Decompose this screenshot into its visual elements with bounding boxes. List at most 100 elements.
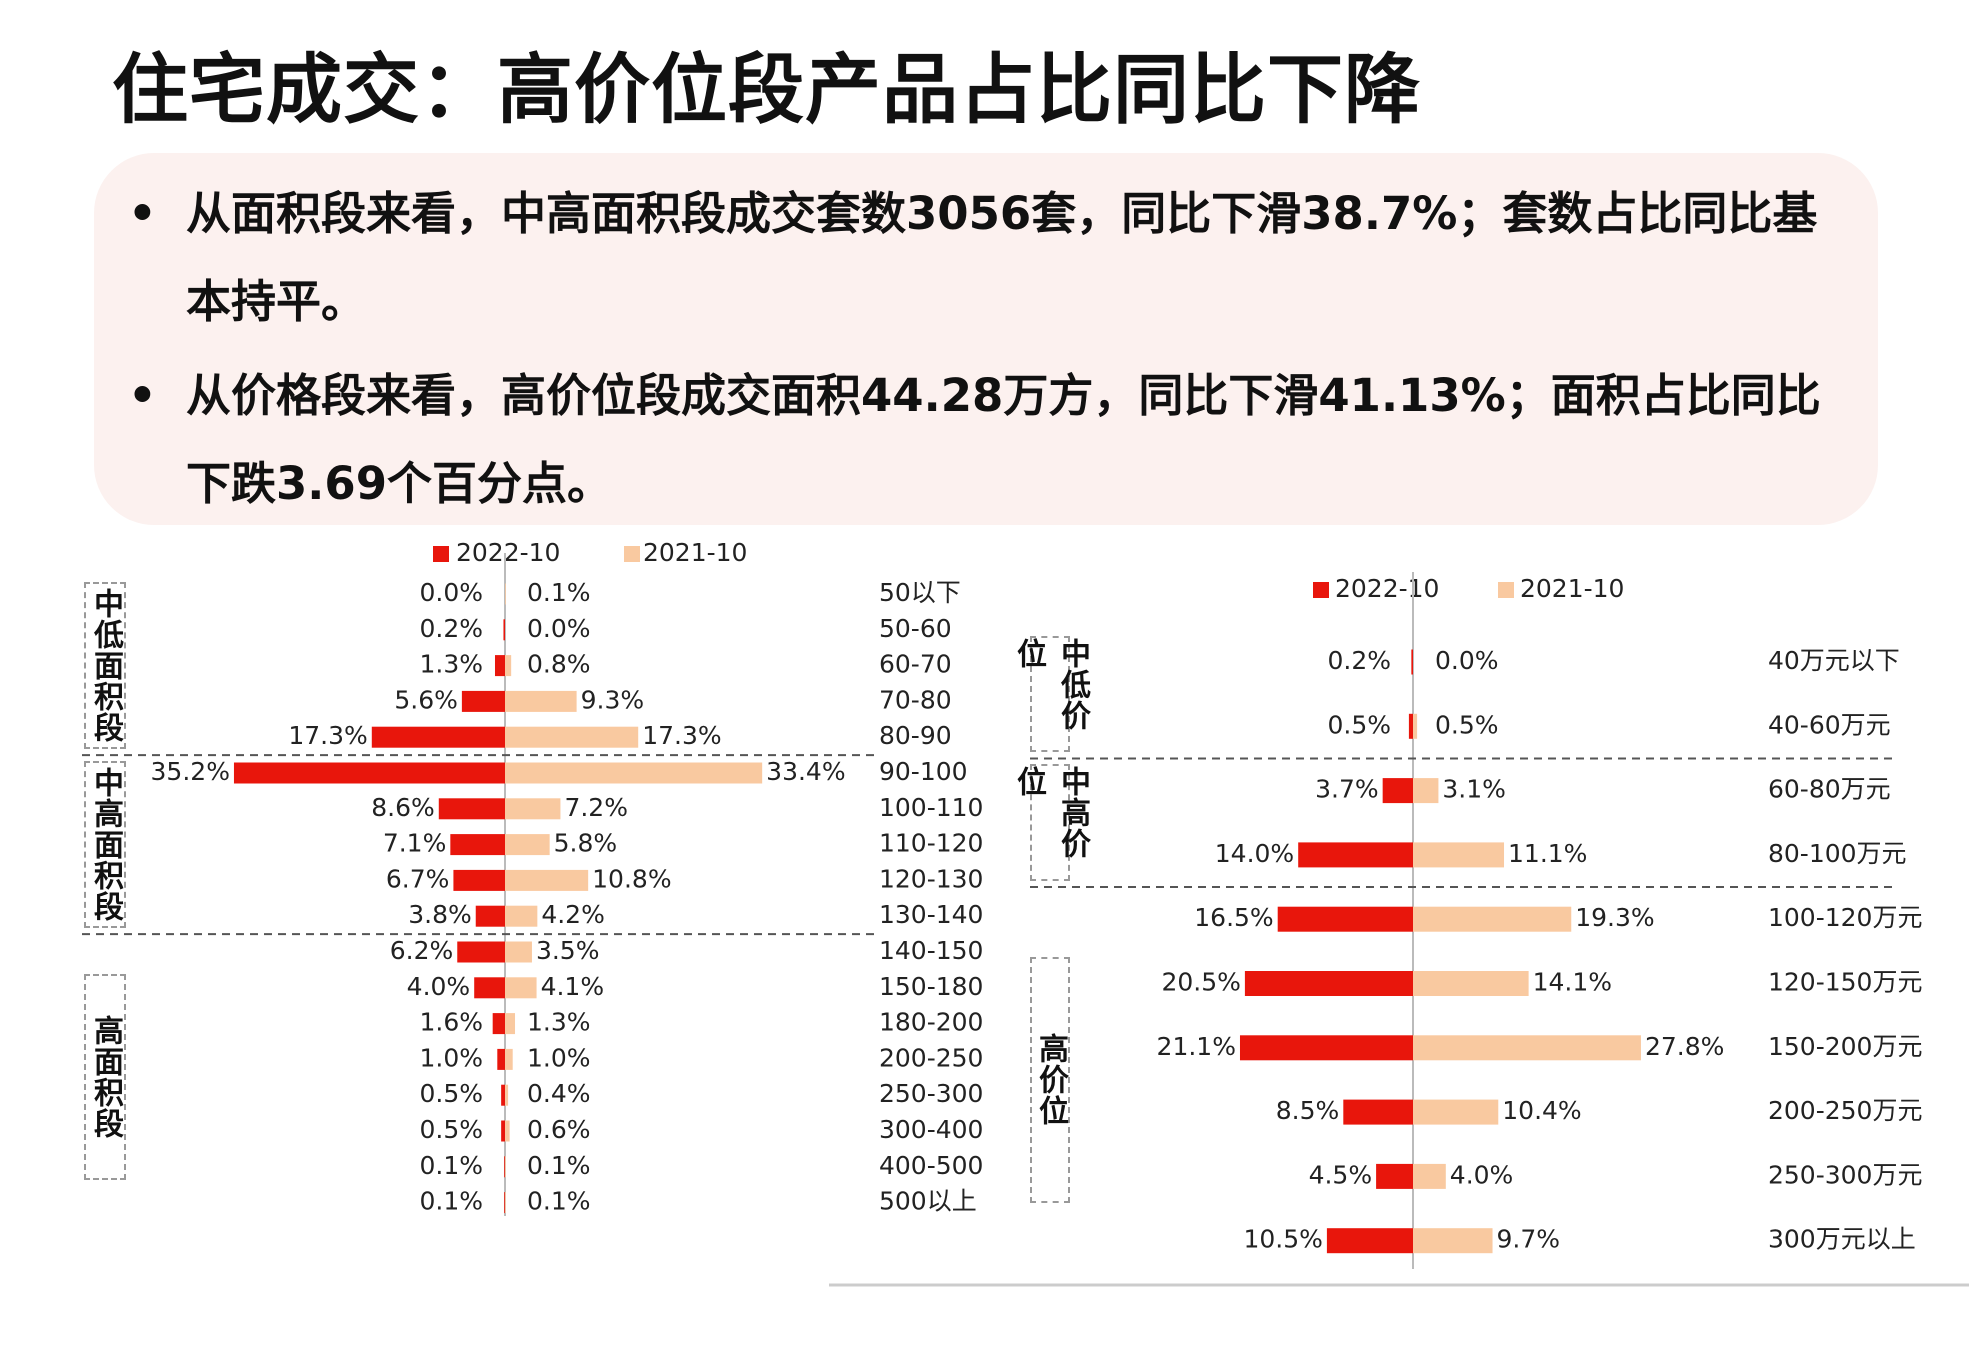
value-label: 14.0% bbox=[1215, 839, 1294, 868]
category-label: 250-300 bbox=[879, 1079, 983, 1108]
value-label: 16.5% bbox=[1194, 903, 1273, 932]
bar bbox=[1413, 842, 1505, 868]
bar bbox=[450, 834, 505, 856]
value-label: 6.7% bbox=[386, 864, 450, 893]
bar bbox=[505, 1156, 506, 1178]
group-label: 中高面积段 bbox=[84, 761, 126, 929]
category-label: 250-300万元 bbox=[1768, 1160, 1922, 1189]
value-label: 6.2% bbox=[390, 936, 454, 965]
bar bbox=[504, 1192, 505, 1214]
bar bbox=[371, 726, 505, 748]
value-label: 4.1% bbox=[541, 972, 605, 1001]
bar bbox=[1413, 906, 1572, 932]
bar bbox=[1413, 778, 1439, 804]
bar bbox=[505, 726, 639, 748]
value-label: 14.1% bbox=[1533, 968, 1612, 997]
value-label: 11.1% bbox=[1508, 839, 1587, 868]
bar bbox=[1413, 1163, 1446, 1189]
value-label: 0.1% bbox=[419, 1151, 483, 1180]
category-label: 40-60万元 bbox=[1768, 710, 1891, 739]
value-label: 3.8% bbox=[408, 900, 472, 929]
group-label: 中低面积段 bbox=[84, 582, 126, 750]
summary-panel bbox=[94, 153, 1878, 525]
bar bbox=[505, 834, 550, 856]
category-label: 400-500 bbox=[879, 1151, 983, 1180]
value-label: 0.5% bbox=[419, 1079, 483, 1108]
bar bbox=[1343, 1099, 1413, 1125]
bar bbox=[1408, 713, 1413, 739]
value-label: 9.3% bbox=[581, 685, 645, 714]
category-label: 100-110 bbox=[879, 793, 983, 822]
bar bbox=[1382, 778, 1413, 804]
value-label: 0.0% bbox=[419, 578, 483, 607]
bar bbox=[505, 1120, 510, 1142]
bar bbox=[505, 1048, 513, 1070]
category-label: 110-120 bbox=[879, 829, 983, 858]
bar bbox=[505, 583, 506, 605]
category-label: 100-120万元 bbox=[1768, 903, 1922, 932]
bar bbox=[457, 941, 505, 963]
bar bbox=[503, 619, 505, 641]
category-label: 60-70 bbox=[879, 650, 952, 679]
value-label: 33.4% bbox=[766, 757, 845, 786]
bar bbox=[438, 798, 505, 820]
bar bbox=[505, 762, 763, 784]
value-label: 9.7% bbox=[1497, 1225, 1561, 1254]
bar bbox=[1413, 713, 1418, 739]
value-label: 8.5% bbox=[1276, 1096, 1340, 1125]
legend-swatch bbox=[624, 546, 640, 562]
bar bbox=[505, 1084, 509, 1106]
legend-swatch bbox=[1498, 582, 1514, 598]
value-label: 19.3% bbox=[1575, 903, 1654, 932]
value-label: 8.6% bbox=[371, 793, 435, 822]
value-label: 0.8% bbox=[527, 650, 591, 679]
bar bbox=[505, 869, 589, 891]
value-label: 1.6% bbox=[419, 1008, 483, 1037]
value-label: 35.2% bbox=[151, 757, 230, 786]
bar bbox=[501, 1120, 505, 1142]
value-label: 0.4% bbox=[527, 1079, 591, 1108]
value-label: 0.5% bbox=[419, 1115, 483, 1144]
category-label: 40万元以下 bbox=[1768, 646, 1900, 675]
value-label: 0.2% bbox=[1327, 646, 1391, 675]
bar bbox=[505, 1013, 516, 1035]
value-label: 3.5% bbox=[536, 936, 600, 965]
bar bbox=[505, 977, 537, 999]
bar bbox=[505, 941, 532, 963]
bar bbox=[1239, 1035, 1413, 1061]
bar bbox=[1376, 1163, 1413, 1189]
bar bbox=[492, 1013, 505, 1035]
value-label: 0.0% bbox=[1435, 646, 1499, 675]
bar bbox=[461, 690, 505, 712]
value-label: 7.1% bbox=[383, 829, 447, 858]
value-label: 0.1% bbox=[527, 1187, 591, 1216]
category-label: 130-140 bbox=[879, 900, 983, 929]
bar bbox=[505, 798, 561, 820]
value-label: 10.5% bbox=[1243, 1225, 1322, 1254]
value-label: 21.1% bbox=[1157, 1032, 1236, 1061]
category-label: 120-130 bbox=[879, 864, 983, 893]
value-label: 0.6% bbox=[527, 1115, 591, 1144]
value-label: 4.0% bbox=[407, 972, 471, 1001]
bar bbox=[505, 690, 577, 712]
bullet-dot: • bbox=[128, 369, 157, 422]
bar bbox=[474, 977, 505, 999]
category-label: 300万元以上 bbox=[1768, 1225, 1916, 1254]
bar bbox=[497, 1048, 505, 1070]
bar bbox=[1411, 649, 1413, 675]
legend-label: 2021-10 bbox=[643, 538, 747, 567]
value-label: 5.8% bbox=[554, 829, 618, 858]
value-label: 1.3% bbox=[527, 1008, 591, 1037]
value-label: 1.0% bbox=[527, 1043, 591, 1072]
value-label: 3.7% bbox=[1315, 775, 1379, 804]
bar bbox=[505, 655, 512, 677]
category-label: 50-60 bbox=[879, 614, 952, 643]
bar bbox=[505, 905, 538, 927]
group-label: 高价位 bbox=[1030, 957, 1070, 1203]
value-label: 17.3% bbox=[642, 721, 721, 750]
bar bbox=[1413, 971, 1529, 996]
legend-label: 2022-10 bbox=[456, 538, 560, 567]
group-label: 中高价位 bbox=[1011, 764, 1090, 882]
value-label: 10.4% bbox=[1502, 1096, 1581, 1125]
